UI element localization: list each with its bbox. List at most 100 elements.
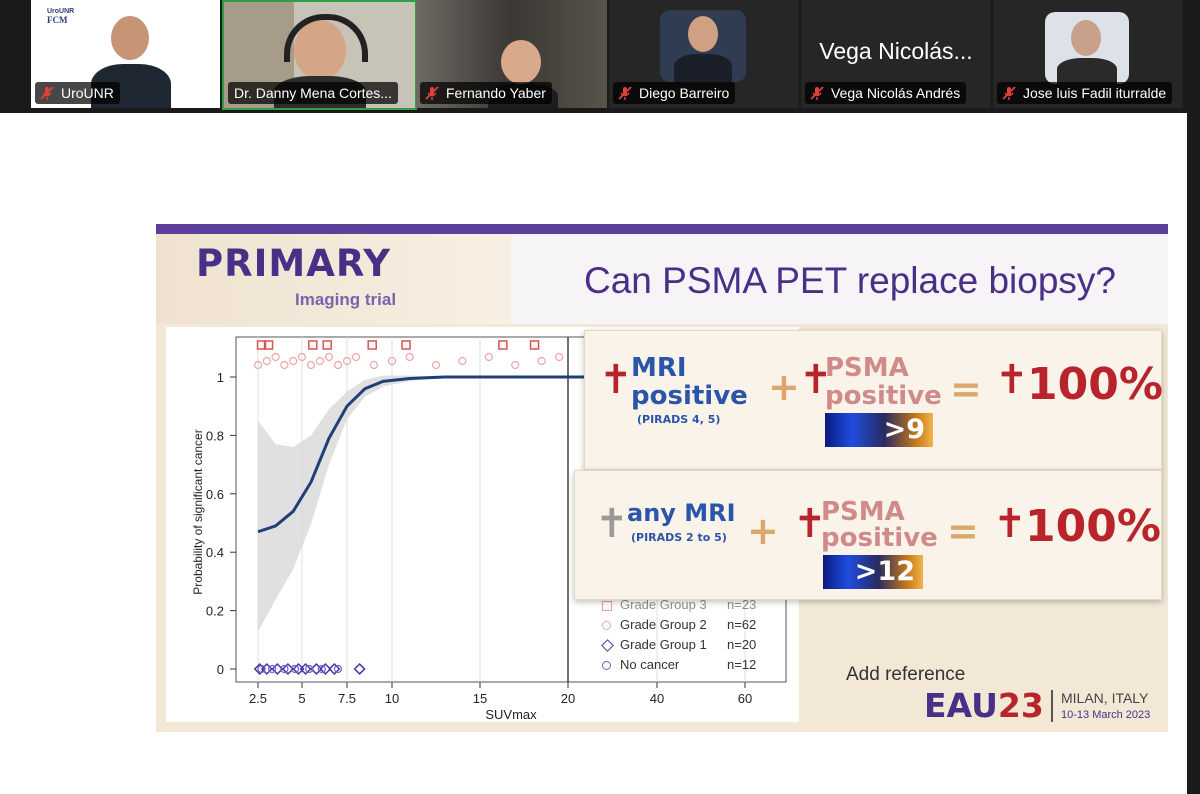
equals-sign: =: [950, 367, 982, 411]
x-tick-label: 10: [385, 691, 399, 706]
data-point: [405, 352, 414, 362]
legend-circle-icon: [602, 661, 611, 670]
psma-label: PSMA: [825, 353, 909, 383]
data-point: [319, 662, 332, 676]
participant-name-tag: Diego Barreiro: [613, 82, 736, 104]
participant-display-name: Vega Nicolás...: [819, 38, 973, 64]
x-axis-label: SUVmax: [485, 707, 537, 722]
participant-name: Dr. Danny Mena Cortes...: [234, 85, 392, 101]
participant-tile-vega[interactable]: Vega Nicolás... Vega Nicolás Andrés: [801, 0, 991, 108]
data-point: [308, 340, 318, 350]
mri-label: MRI: [631, 353, 687, 383]
legend-row-gg2: Grade Group 2 n=62: [602, 617, 782, 637]
data-point: [537, 356, 546, 366]
participant-tile-fernando[interactable]: Fernando Yaber: [416, 0, 607, 108]
data-point: [280, 664, 289, 674]
participant-name: UroUNR: [61, 85, 114, 101]
participant-avatar: [1045, 12, 1129, 84]
data-point: [290, 664, 300, 674]
y-tick-label: 0.8: [206, 428, 224, 443]
data-point: [498, 340, 508, 350]
data-point: [253, 360, 263, 370]
participant-tile-urounr[interactable]: UroUNR FCM UroUNR: [31, 0, 220, 108]
psma-positive-label: positive: [821, 523, 938, 553]
data-point: [257, 664, 266, 674]
participant-name-tag: Fernando Yaber: [420, 82, 552, 104]
data-point: [306, 360, 316, 370]
participant-avatar: [660, 10, 746, 82]
data-point: [484, 352, 493, 362]
participant-name-tag: Dr. Danny Mena Cortes...: [228, 82, 398, 104]
person-icon: ✝: [993, 501, 1027, 547]
probability-chart: 0 0.2 0.4 0.6 0.8 1 2.5 5 7.5 10 15 20 40 60 SUVmax Pro…: [191, 336, 787, 722]
trial-brand: PRIMARY: [196, 242, 392, 285]
y-tick-label: 0.6: [206, 487, 224, 502]
psma-label: PSMA: [821, 497, 905, 527]
data-point: [299, 662, 312, 676]
presentation-slide: PRIMARY Imaging trial Can PSMA PET repla…: [156, 224, 1168, 732]
muted-mic-icon: [809, 85, 825, 101]
legend-row-gg1: Grade Group 1 n=20: [601, 637, 782, 657]
legend-square-icon: [602, 601, 612, 611]
data-point: [256, 340, 267, 350]
legend-label: Grade Group 1: [620, 637, 707, 652]
fit-curve: [257, 375, 745, 534]
y-tick-label: 1: [217, 370, 224, 385]
participant-tile-diego[interactable]: Diego Barreiro: [609, 0, 799, 108]
window-edge: [1187, 0, 1200, 794]
x-tick-label: 2.5: [249, 691, 267, 706]
data-point: [292, 662, 305, 676]
x-tick-label: 15: [473, 691, 487, 706]
eau-logo-text: EAU: [924, 686, 998, 725]
data-point: [401, 340, 411, 350]
data-point: [369, 360, 379, 370]
muted-mic-icon: [39, 85, 55, 101]
urounr-logo: UroUNR FCM: [47, 8, 74, 25]
congress-dates: 10-13 March 2023: [1061, 709, 1151, 721]
pirads-note: (PIRADS 2 to 5): [631, 531, 727, 544]
legend-count: n=20: [727, 637, 757, 652]
data-point: [328, 662, 341, 676]
x-tick-label: 60: [738, 691, 752, 706]
participant-name: Diego Barreiro: [639, 85, 730, 101]
logo-divider: [1051, 690, 1053, 722]
y-tick-label: 0: [217, 662, 224, 677]
legend-diamond-icon: [601, 639, 614, 652]
criteria-card-any-mri: ✝ any MRI (PIRADS 2 to 5) + ✝ PSMA posit…: [574, 470, 1162, 600]
data-point: [253, 662, 266, 676]
slide-header-title-area: [511, 234, 1168, 324]
muted-mic-icon: [617, 85, 633, 101]
data-point: [280, 360, 289, 370]
legend-count: n=62: [727, 617, 757, 632]
avatar-head: [1071, 20, 1101, 56]
avatar-head: [688, 16, 718, 52]
data-point: [387, 356, 397, 366]
logo-line-1: UroUNR: [47, 8, 75, 15]
suv-threshold-bar: >12: [823, 555, 923, 589]
legend-label: Grade Group 2: [620, 617, 707, 632]
participant-photo: [111, 16, 149, 60]
data-point: [315, 356, 325, 366]
person-icon: ✝: [793, 501, 827, 547]
psma-positive-label: positive: [825, 381, 942, 411]
participant-tile-jose[interactable]: Jose luis Fadil iturralde: [993, 0, 1183, 108]
muted-mic-icon: [1001, 85, 1017, 101]
headphones-icon: [284, 14, 368, 62]
legend-label: No cancer: [620, 657, 680, 672]
participant-photo: [501, 40, 541, 84]
legend-row-gg3: Grade Group 3 n=23: [602, 597, 782, 617]
y-tick-label: 0.2: [206, 604, 224, 619]
participant-name-tag: Vega Nicolás Andrés: [805, 82, 967, 104]
participant-name-tag: UroUNR: [35, 82, 120, 104]
equals-sign: =: [947, 509, 979, 553]
data-point: [333, 664, 343, 674]
result-percentage: 100%: [1025, 501, 1161, 552]
participant-tile-danny[interactable]: Dr. Danny Mena Cortes...: [222, 0, 417, 110]
data-point: [431, 360, 441, 370]
congress-location: MILAN, ITALY: [1061, 690, 1149, 706]
person-icon: ✝: [595, 501, 629, 547]
x-tick-label: 40: [650, 691, 664, 706]
data-point: [271, 352, 280, 362]
participant-strip: UroUNR FCM UroUNR Dr. Danny Mena Cortes.…: [0, 0, 1200, 113]
data-point: [367, 340, 377, 350]
